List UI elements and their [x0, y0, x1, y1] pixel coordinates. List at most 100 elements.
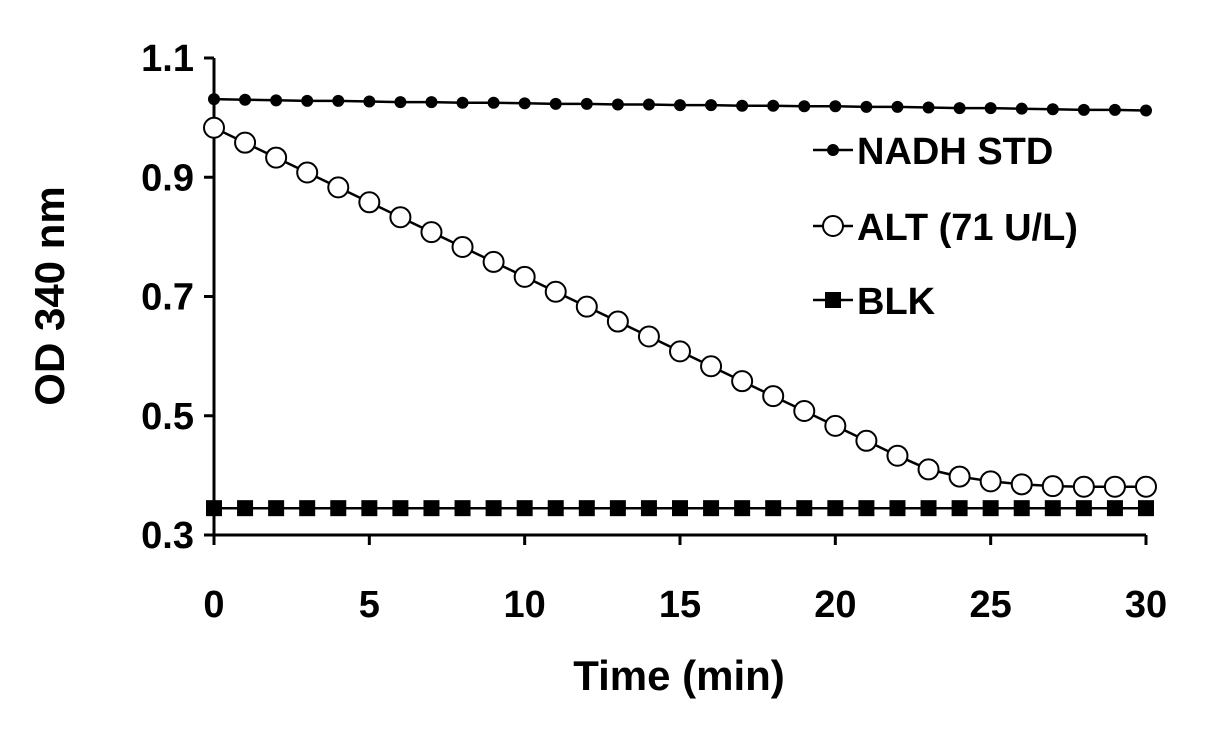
data-point — [674, 99, 686, 112]
data-point — [1013, 500, 1030, 517]
data-point — [518, 97, 531, 110]
data-point — [330, 500, 347, 517]
y-tick-label: 0.7 — [141, 277, 194, 319]
data-point — [767, 99, 780, 112]
data-point — [487, 96, 500, 109]
data-point — [425, 96, 438, 109]
data-point — [1044, 500, 1061, 517]
data-point — [922, 101, 935, 114]
data-point — [1106, 500, 1123, 517]
data-point — [953, 102, 966, 115]
data-point — [1046, 103, 1059, 116]
data-point — [299, 500, 316, 517]
data-point — [389, 206, 412, 229]
data-point — [270, 94, 283, 107]
legend-marker — [825, 292, 841, 308]
data-point — [451, 236, 474, 259]
data-point — [301, 94, 314, 107]
data-point — [239, 93, 252, 106]
x-tick-label: 30 — [1125, 584, 1167, 626]
data-point — [332, 94, 345, 107]
data-point — [1135, 475, 1157, 498]
data-point — [363, 95, 376, 108]
data-point — [423, 500, 440, 517]
data-point — [609, 500, 626, 517]
x-tick-label: 10 — [504, 584, 546, 626]
data-point — [485, 500, 502, 517]
data-point — [982, 500, 999, 517]
data-point — [948, 465, 971, 488]
data-point — [705, 99, 718, 112]
data-point — [793, 399, 816, 422]
data-point — [296, 161, 319, 184]
data-point — [549, 97, 562, 110]
data-point — [1010, 473, 1033, 496]
data-point — [700, 355, 723, 378]
data-point — [544, 280, 567, 303]
series-layer — [203, 93, 1157, 517]
data-point — [482, 250, 505, 273]
data-point — [1041, 475, 1064, 498]
data-point — [858, 500, 875, 517]
data-point — [1015, 102, 1028, 115]
data-point — [234, 131, 257, 154]
data-point — [731, 370, 754, 393]
data-point — [203, 116, 225, 139]
data-point — [392, 500, 409, 517]
legend-item-2: BLK — [813, 281, 936, 323]
data-point — [917, 458, 940, 481]
data-point — [606, 310, 629, 333]
x-tick-label: 25 — [970, 584, 1012, 626]
data-point — [886, 444, 909, 467]
data-point — [669, 340, 691, 363]
data-point — [827, 500, 844, 517]
x-tick-label: 20 — [814, 584, 856, 626]
x-axis-title: Time (min) — [573, 652, 785, 699]
series-0 — [208, 93, 1152, 117]
x-tick-label: 5 — [359, 584, 380, 626]
data-point — [765, 500, 782, 517]
data-point — [265, 146, 288, 169]
x-tick-label: 15 — [659, 584, 701, 626]
legend-item-1: ALT (71 U/L) — [813, 207, 1078, 249]
y-tick-label: 0.9 — [141, 157, 194, 199]
y-axis-title: OD 340 nm — [26, 186, 73, 405]
legend-marker — [822, 215, 844, 237]
legend-item-0: NADH STD — [813, 131, 1053, 173]
y-tick-label: 0.3 — [141, 515, 194, 557]
data-point — [891, 100, 904, 113]
data-point — [358, 191, 381, 214]
data-point — [611, 98, 624, 111]
data-point — [1103, 475, 1126, 498]
data-point — [734, 500, 751, 517]
data-point — [456, 96, 469, 109]
data-point — [547, 500, 564, 517]
data-point — [1075, 500, 1092, 517]
x-tick-label: 0 — [203, 584, 224, 626]
data-point — [889, 500, 906, 517]
data-point — [979, 470, 1002, 493]
legend: NADH STD ALT (71 U/L) BLK — [813, 131, 1078, 323]
data-point — [1138, 500, 1154, 517]
data-point — [796, 500, 813, 517]
data-point — [855, 429, 878, 452]
data-point — [951, 500, 968, 517]
data-point — [578, 500, 595, 517]
series-1 — [203, 116, 1157, 498]
data-point — [640, 500, 657, 517]
data-point — [516, 500, 533, 517]
data-point — [575, 295, 598, 318]
data-point — [762, 385, 785, 408]
y-tick-label: 0.5 — [141, 396, 194, 438]
data-point — [920, 500, 937, 517]
data-point — [637, 325, 660, 348]
data-point — [1140, 104, 1152, 117]
data-point — [1072, 475, 1095, 498]
data-point — [1077, 103, 1090, 116]
data-point — [984, 102, 997, 115]
data-point — [736, 99, 749, 112]
data-point — [394, 96, 407, 109]
data-point — [672, 500, 688, 517]
data-point — [1108, 103, 1121, 116]
